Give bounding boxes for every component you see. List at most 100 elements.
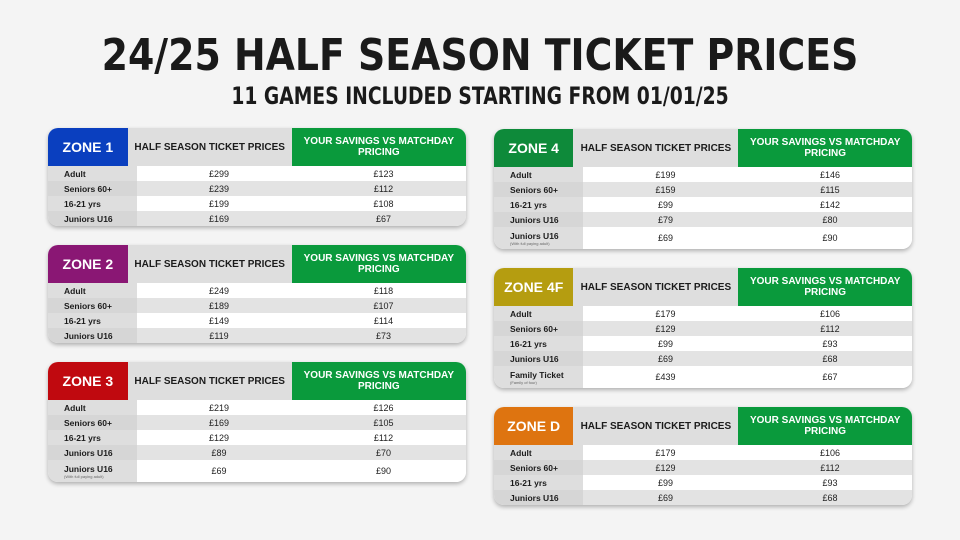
saving-cell: £93 [748, 475, 912, 490]
saving-cell: £112 [748, 460, 912, 475]
ticket-type: Seniors 60+ [494, 460, 583, 475]
price-cell: £239 [137, 181, 301, 196]
ticket-type: Seniors 60+ [48, 415, 137, 430]
saving-cell: £112 [748, 321, 912, 336]
price-cell: £69 [583, 351, 748, 366]
table-row: Seniors 60+ £129 £112 [494, 460, 912, 475]
ticket-type: Seniors 60+ [48, 298, 137, 313]
zone-1-table: ZONE 1 HALF SEASON TICKET PRICES YOUR SA… [48, 128, 466, 226]
table-row: Juniors U16 £69 £68 [494, 490, 912, 505]
ticket-note: (With full paying adult) [64, 473, 104, 479]
table-row: Adult £199 £146 [494, 167, 912, 182]
price-cell: £69 [583, 490, 748, 505]
table-row: Adult £179 £106 [494, 445, 912, 460]
table-header: ZONE D HALF SEASON TICKET PRICES YOUR SA… [494, 407, 912, 445]
ticket-type: Juniors U16 [48, 211, 137, 226]
table-header: ZONE 4F HALF SEASON TICKET PRICES YOUR S… [494, 268, 912, 306]
saving-cell: £93 [748, 336, 912, 351]
table-row: Adult £219 £126 [48, 400, 466, 415]
table-row: Seniors 60+ £169 £105 [48, 415, 466, 430]
page-subtitle: 11 GAMES INCLUDED STARTING FROM 01/01/25 [231, 82, 729, 110]
zone-4-table: ZONE 4 HALF SEASON TICKET PRICES YOUR SA… [494, 129, 912, 249]
price-cell: £89 [137, 445, 301, 460]
saving-cell: £112 [301, 430, 466, 445]
saving-cell: £118 [301, 283, 466, 298]
zone-label: ZONE 4 [494, 129, 574, 167]
table-row: Juniors U16 £169 £67 [48, 211, 466, 226]
ticket-note: (With full paying adult) [510, 240, 550, 246]
saving-cell: £68 [748, 490, 912, 505]
table-row: Juniors U16 (With full paying adult) £69… [494, 227, 912, 249]
zone-label: ZONE D [494, 407, 574, 445]
ticket-type: Family Ticket (Family of four) [494, 366, 583, 388]
savings-header: YOUR SAVINGS VS MATCHDAY PRICING [738, 268, 912, 306]
ticket-type: Adult [48, 283, 137, 298]
ticket-type: 16-21 yrs [48, 196, 137, 211]
half-season-header: HALF SEASON TICKET PRICES [573, 129, 739, 167]
ticket-type: Juniors U16 (With full paying adult) [48, 460, 137, 482]
savings-header: YOUR SAVINGS VS MATCHDAY PRICING [738, 407, 912, 445]
price-cell: £159 [583, 182, 748, 197]
ticket-note: (Family of four) [510, 379, 537, 385]
saving-cell: £142 [748, 197, 912, 212]
savings-header: YOUR SAVINGS VS MATCHDAY PRICING [738, 129, 912, 167]
ticket-type: 16-21 yrs [494, 197, 583, 212]
table-row: 16-21 yrs £99 £142 [494, 197, 912, 212]
page-title: 24/25 HALF SEASON TICKET PRICES [101, 30, 859, 81]
ticket-type: Juniors U16 (With full paying adult) [494, 227, 583, 249]
saving-cell: £123 [301, 166, 466, 181]
price-cell: £189 [137, 298, 301, 313]
saving-cell: £114 [301, 313, 466, 328]
ticket-type: Seniors 60+ [494, 321, 583, 336]
ticket-type: Adult [494, 306, 583, 321]
zone-2-table: ZONE 2 HALF SEASON TICKET PRICES YOUR SA… [48, 245, 466, 343]
saving-cell: £108 [301, 196, 466, 211]
saving-cell: £67 [748, 366, 912, 388]
saving-cell: £70 [301, 445, 466, 460]
table-row: Adult £299 £123 [48, 166, 466, 181]
table-row: Adult £179 £106 [494, 306, 912, 321]
saving-cell: £90 [301, 460, 466, 482]
ticket-type: Juniors U16 [48, 445, 137, 460]
table-row: Juniors U16 £69 £68 [494, 351, 912, 366]
ticket-type: 16-21 yrs [48, 430, 137, 445]
price-cell: £179 [583, 306, 748, 321]
saving-cell: £115 [748, 182, 912, 197]
table-row: Juniors U16 £89 £70 [48, 445, 466, 460]
ticket-type: 16-21 yrs [48, 313, 137, 328]
table-row: 16-21 yrs £129 £112 [48, 430, 466, 445]
table-row: Seniors 60+ £189 £107 [48, 298, 466, 313]
price-cell: £69 [583, 227, 748, 249]
ticket-type: Adult [494, 445, 583, 460]
ticket-type: Adult [48, 166, 137, 181]
saving-cell: £107 [301, 298, 466, 313]
price-cell: £99 [583, 336, 748, 351]
price-cell: £299 [137, 166, 301, 181]
table-row: 16-21 yrs £99 £93 [494, 336, 912, 351]
price-cell: £119 [137, 328, 301, 343]
half-season-header: HALF SEASON TICKET PRICES [573, 407, 739, 445]
savings-header: YOUR SAVINGS VS MATCHDAY PRICING [291, 245, 466, 283]
price-cell: £249 [137, 283, 301, 298]
zone-d-table: ZONE D HALF SEASON TICKET PRICES YOUR SA… [494, 407, 912, 505]
table-header: ZONE 2 HALF SEASON TICKET PRICES YOUR SA… [48, 245, 466, 283]
savings-header: YOUR SAVINGS VS MATCHDAY PRICING [291, 128, 466, 166]
price-cell: £199 [583, 167, 748, 182]
table-row: 16-21 yrs £199 £108 [48, 196, 466, 211]
price-cell: £129 [583, 321, 748, 336]
ticket-type: 16-21 yrs [494, 475, 583, 490]
saving-cell: £67 [301, 211, 466, 226]
price-cell: £129 [583, 460, 748, 475]
zone-label: ZONE 4F [494, 268, 574, 306]
price-cell: £169 [137, 211, 301, 226]
ticket-type: Juniors U16 [494, 351, 583, 366]
saving-cell: £80 [748, 212, 912, 227]
ticket-type: 16-21 yrs [494, 336, 583, 351]
table-header: ZONE 4 HALF SEASON TICKET PRICES YOUR SA… [494, 129, 912, 167]
price-cell: £149 [137, 313, 301, 328]
price-cell: £129 [137, 430, 301, 445]
half-season-header: HALF SEASON TICKET PRICES [573, 268, 739, 306]
table-header: ZONE 3 HALF SEASON TICKET PRICES YOUR SA… [48, 362, 466, 400]
table-row: Family Ticket (Family of four) £439 £67 [494, 366, 912, 388]
saving-cell: £146 [748, 167, 912, 182]
